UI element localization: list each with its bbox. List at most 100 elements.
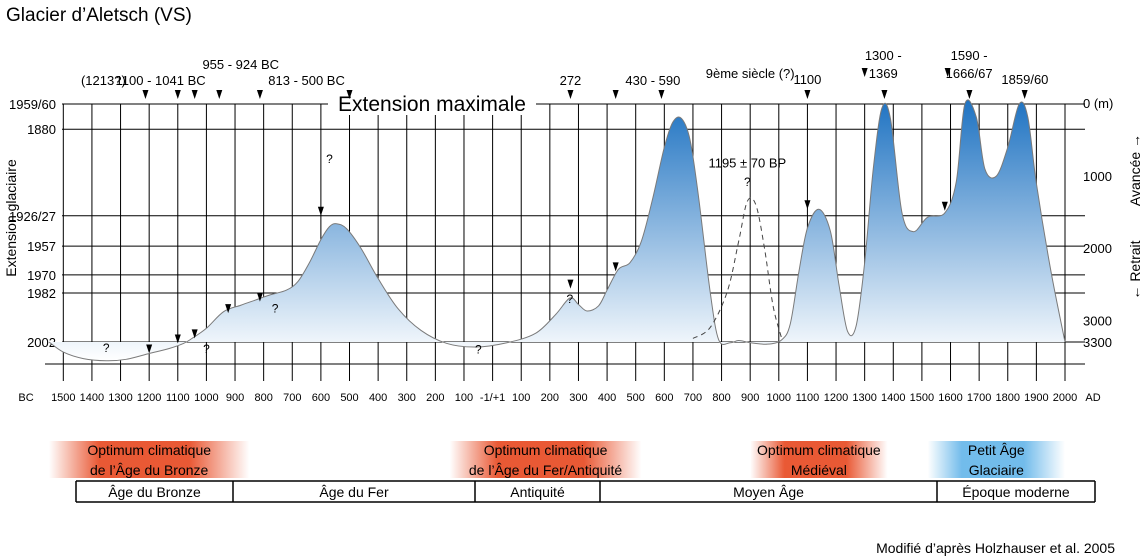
advance-marker <box>142 90 149 99</box>
period-label: 1590 - <box>951 48 988 63</box>
x-tick-label: 1800 <box>996 392 1020 404</box>
x-tick-label: 1300 <box>108 392 132 404</box>
period-label: 955 - 924 BC <box>202 57 279 72</box>
x-tick-label: 1100 <box>796 392 820 404</box>
climate-band <box>927 441 1065 478</box>
x-tick-label: 900 <box>226 392 244 404</box>
climate-band <box>49 441 250 478</box>
period-label: 1100 <box>793 72 821 87</box>
advance-marker <box>1021 90 1028 99</box>
x-tick-label: -1/+1 <box>480 392 505 404</box>
right-axis-tick-label: 3300 <box>1083 335 1112 350</box>
uncertainty-mark: ? <box>326 152 333 166</box>
right-axis-tick-label: 2000 <box>1083 241 1112 256</box>
x-tick-label: 500 <box>627 392 645 404</box>
advance-marker <box>658 90 665 99</box>
x-tick-label: 600 <box>312 392 330 404</box>
period-label: (1213?) <box>81 73 126 88</box>
advance-marker-inner <box>191 329 198 339</box>
x-tick-label: 800 <box>254 392 272 404</box>
uncertain-advance-curve <box>692 197 783 339</box>
x-unit-left: BC <box>18 392 33 404</box>
period-label: 1300 - <box>865 48 902 63</box>
advance-marker <box>346 90 353 99</box>
advance-marker-inner <box>941 201 948 211</box>
x-unit-right: AD <box>1085 392 1100 404</box>
epoch-label: Âge du Fer <box>319 484 389 500</box>
uncertainty-mark: ? <box>103 341 110 355</box>
right-axis-tick-label: 1000 <box>1083 169 1112 184</box>
x-tick-label: 1400 <box>80 392 104 404</box>
x-tick-label: 1100 <box>166 392 190 404</box>
x-tick-label: 800 <box>712 392 730 404</box>
climate-band-label: Optimum climatique <box>87 442 211 458</box>
x-tick-label: 200 <box>541 392 559 404</box>
epoch-label: Époque moderne <box>962 484 1070 500</box>
radiocarbon-date-label: 1195 ± 70 BP <box>708 155 786 170</box>
climate-band-label: Optimum climatique <box>484 442 608 458</box>
x-tick-label: 100 <box>455 392 473 404</box>
x-tick-label: 1200 <box>824 392 848 404</box>
advance-marker <box>256 90 263 99</box>
advance-marker <box>567 90 574 99</box>
climate-band-label: de l’Âge du Fer/Antiquité <box>469 462 623 478</box>
period-label: 1369 <box>869 66 898 81</box>
period-label: 272 <box>560 73 582 88</box>
x-tick-label: 1900 <box>1024 392 1048 404</box>
extension-max-backing <box>328 91 536 115</box>
advance-marker <box>861 68 868 77</box>
glacier-extent-area <box>48 99 1066 362</box>
advance-marker <box>174 90 181 99</box>
x-tick-label: 1400 <box>881 392 905 404</box>
reference-year-label: 1957 <box>27 239 56 254</box>
advance-marker-inner <box>567 279 574 289</box>
x-tick-label: 1000 <box>767 392 791 404</box>
advance-marker <box>881 90 888 99</box>
reference-year-label: 1982 <box>27 286 56 301</box>
advance-marker <box>804 90 811 99</box>
advance-marker <box>612 90 619 99</box>
epoch-label: Âge du Bronze <box>108 484 201 500</box>
period-label: 430 - 590 <box>625 73 680 88</box>
uncertainty-mark: ? <box>203 342 210 356</box>
uncertainty-mark: ? <box>475 343 482 357</box>
credit-text: Modifié d’après Holzhauser et al. 2005 <box>876 540 1115 556</box>
climate-band <box>750 441 888 478</box>
advance-marker-inner <box>804 200 811 210</box>
x-tick-label: 1000 <box>194 392 218 404</box>
x-tick-label: 1300 <box>852 392 876 404</box>
x-tick-label: 700 <box>283 392 301 404</box>
epoch-label: Antiquité <box>510 484 565 500</box>
advance-marker-inner <box>317 206 324 216</box>
x-tick-label: 300 <box>569 392 587 404</box>
x-tick-label: 400 <box>369 392 387 404</box>
right-axis-label-advance: Avancée → <box>1127 134 1143 206</box>
x-tick-label: 200 <box>426 392 444 404</box>
x-tick-label: 2000 <box>1053 392 1077 404</box>
x-tick-label: 1500 <box>51 392 75 404</box>
advance-marker <box>191 90 198 99</box>
x-tick-label: 600 <box>655 392 673 404</box>
advance-marker-inner <box>225 304 232 314</box>
uncertainty-mark: ? <box>567 292 574 306</box>
uncertainty-mark: ? <box>744 175 751 189</box>
climate-band-label: Médiéval <box>791 462 847 478</box>
reference-year-label: 1880 <box>27 122 56 137</box>
x-tick-label: 700 <box>684 392 702 404</box>
advance-marker-inner <box>612 262 619 272</box>
climate-band-label: Petit Âge <box>968 442 1025 458</box>
x-tick-label: 1600 <box>938 392 962 404</box>
advance-marker <box>944 68 951 77</box>
x-tick-label: 1200 <box>137 392 161 404</box>
right-axis-tick-label: 3000 <box>1083 313 1112 328</box>
x-tick-label: 500 <box>340 392 358 404</box>
advance-marker-inner <box>174 334 181 344</box>
chart-title: Glacier d’Aletsch (VS) <box>6 5 192 26</box>
reference-year-label: 1959/60 <box>9 97 56 112</box>
x-tick-label: 100 <box>512 392 530 404</box>
uncertainty-mark: ? <box>272 301 279 315</box>
reference-year-label: 1926/27 <box>9 209 56 224</box>
period-label: 9ème siècle (?) <box>706 66 795 81</box>
right-axis-tick-label: 0 (m) <box>1083 96 1113 111</box>
